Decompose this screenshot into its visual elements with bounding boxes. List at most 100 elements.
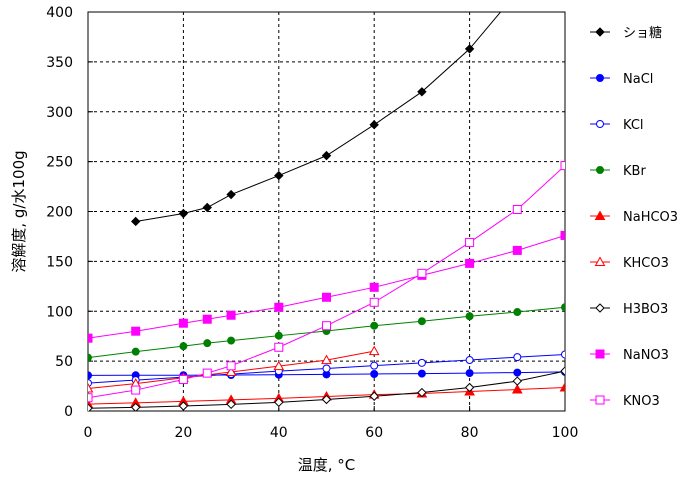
legend-label-4: NaHCO3	[623, 210, 678, 225]
legend-marker-0	[595, 27, 605, 37]
data-point-3-11	[561, 303, 565, 312]
legend-marker-3	[596, 166, 604, 174]
data-point-0-8	[464, 44, 475, 54]
data-point-0-7	[417, 87, 427, 97]
data-point-0-1	[178, 208, 189, 219]
data-point-0-0	[130, 216, 141, 227]
data-point-7-9	[465, 258, 475, 268]
data-point-6-4	[274, 397, 284, 408]
data-point-6-2	[178, 401, 189, 411]
data-point-2-7	[417, 358, 426, 367]
data-point-0-3	[226, 189, 236, 200]
legend-item-8: KNO3	[590, 394, 660, 409]
data-point-8-6	[322, 321, 331, 331]
legend-marker-2	[596, 120, 604, 128]
legend-item-5: KHCO3	[590, 256, 669, 271]
data-point-5-5	[321, 354, 332, 365]
data-point-3-2	[179, 342, 188, 351]
data-point-3-5	[274, 331, 283, 340]
series-7	[88, 230, 565, 343]
series-layer	[88, 12, 565, 411]
legend-label-6: H3BO3	[623, 302, 668, 317]
legend-label-0: ショ糖	[623, 25, 662, 41]
y-tick-label-0: 0	[64, 404, 73, 420]
series-5	[88, 345, 380, 393]
data-point-0-2	[202, 202, 212, 213]
data-point-5-0	[88, 383, 94, 393]
data-point-6-0	[88, 403, 93, 411]
y-axis-label: 溶解度, g/水100g	[10, 150, 28, 272]
x-tick-label-20: 20	[174, 425, 192, 441]
legend-item-6: H3BO3	[590, 302, 668, 317]
legend: ショ糖 NaCl KCl KBr NaHCO3 KHCO3 H3BO3 NaNO3 KNO3	[590, 25, 678, 409]
x-tick-label-0: 0	[84, 425, 93, 441]
data-point-4-10	[559, 382, 565, 392]
data-point-7-10	[512, 245, 522, 255]
y-tick-label-350: 350	[46, 55, 73, 71]
series-3	[88, 303, 565, 362]
data-point-6-3	[226, 399, 236, 410]
data-point-3-10	[513, 308, 522, 317]
series-line-3	[88, 306, 565, 359]
legend-marker-4	[594, 210, 606, 220]
legend-marker-7	[595, 349, 605, 359]
data-point-2-5	[322, 364, 331, 373]
data-point-1-9	[513, 368, 522, 377]
data-point-8-4	[226, 361, 236, 371]
data-point-7-11	[560, 230, 565, 240]
data-point-2-6	[370, 361, 379, 370]
legend-label-1: NaCl	[623, 72, 653, 87]
data-point-5-3	[225, 366, 237, 376]
data-point-3-9	[465, 312, 474, 321]
legend-marker-1	[596, 74, 604, 82]
y-tick-label-200: 200	[46, 205, 73, 221]
y-tick-label-300: 300	[46, 105, 73, 121]
x-tick-label-60: 60	[365, 425, 383, 441]
data-point-3-8	[417, 317, 426, 326]
x-tick-label-40: 40	[270, 425, 288, 441]
data-point-6-9	[512, 376, 523, 386]
data-point-7-2	[178, 318, 188, 328]
legend-item-4: NaHCO3	[590, 210, 678, 225]
data-point-8-10	[512, 205, 522, 215]
x-tick-label-80: 80	[461, 425, 479, 441]
data-point-0-4	[274, 170, 284, 181]
series-line-8	[88, 165, 565, 399]
data-point-8-2	[178, 374, 188, 384]
data-point-0-5	[321, 150, 332, 161]
data-point-8-8	[417, 268, 427, 278]
legend-label-5: KHCO3	[623, 256, 669, 271]
data-point-5-4	[273, 360, 285, 371]
legend-marker-6	[595, 303, 605, 313]
data-point-8-7	[369, 297, 379, 307]
series-line-0	[135, 12, 502, 222]
data-point-8-1	[131, 385, 141, 395]
data-point-7-5	[274, 302, 284, 312]
legend-label-3: KBr	[623, 164, 646, 179]
legend-label-2: KCl	[623, 118, 644, 133]
data-point-8-3	[202, 368, 212, 378]
x-axis-label: 温度, °C	[298, 456, 356, 474]
series-6	[88, 366, 565, 411]
series-0	[130, 12, 502, 227]
axis-ticks: 0 20 40 60 80 100 0 50 100 150 200 250 300 350 400	[46, 5, 578, 441]
data-point-4-9	[511, 384, 523, 394]
data-point-1-6	[370, 369, 379, 378]
legend-marker-8	[595, 395, 605, 405]
data-point-7-3	[202, 314, 212, 324]
data-point-8-5	[274, 342, 284, 352]
data-point-3-3	[203, 339, 212, 348]
grid	[88, 12, 565, 411]
data-point-6-5	[321, 394, 332, 405]
data-point-8-11	[560, 161, 565, 171]
legend-label-7: NaNO3	[623, 348, 669, 363]
data-point-2-9	[513, 353, 522, 362]
legend-marker-5	[594, 256, 606, 266]
series-2	[88, 350, 565, 388]
data-point-7-6	[322, 292, 331, 302]
data-point-1-0	[88, 371, 92, 380]
data-point-2-10	[561, 350, 565, 359]
data-point-6-6	[369, 391, 379, 401]
